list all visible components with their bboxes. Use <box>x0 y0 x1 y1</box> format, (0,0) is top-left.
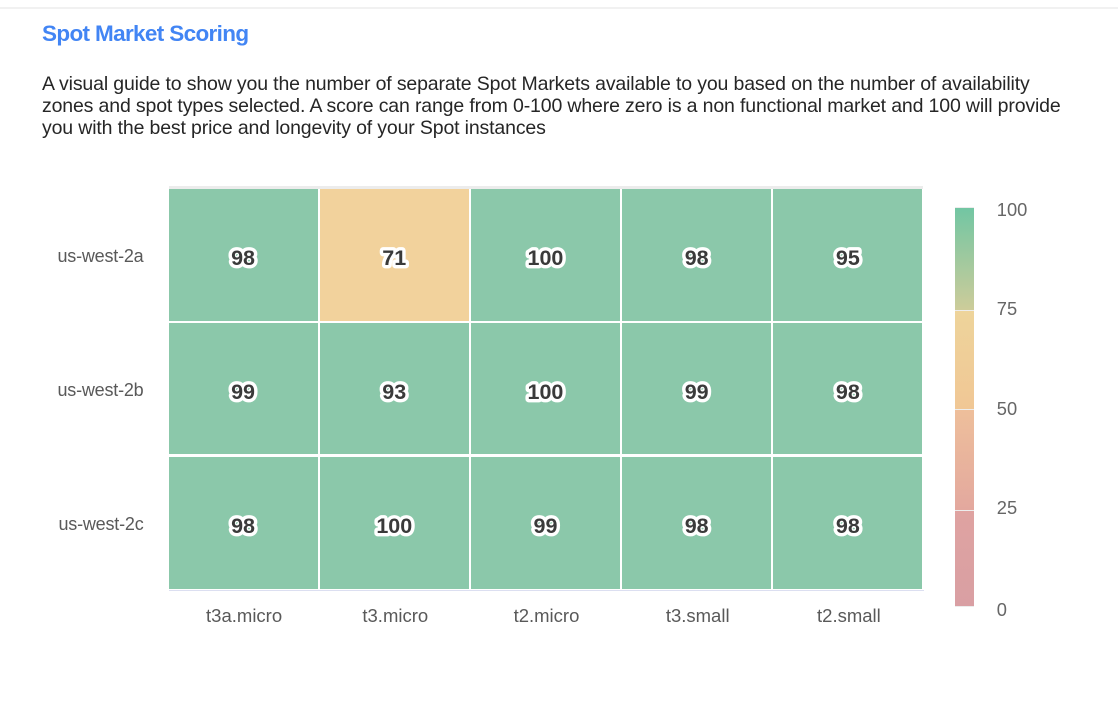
svg-text:100: 100 <box>528 246 564 270</box>
svg-text:98: 98 <box>685 246 709 270</box>
svg-text:98: 98 <box>231 514 255 538</box>
svg-text:98: 98 <box>836 514 860 538</box>
svg-text:99: 99 <box>533 514 557 538</box>
svg-text:98: 98 <box>836 380 860 404</box>
svg-text:93: 93 <box>382 380 406 404</box>
svg-text:99: 99 <box>685 380 709 404</box>
svg-text:100: 100 <box>528 380 564 404</box>
svg-text:98: 98 <box>231 246 255 270</box>
svg-text:71: 71 <box>382 246 406 270</box>
svg-text:95: 95 <box>836 246 860 270</box>
svg-text:100: 100 <box>376 514 412 538</box>
svg-text:98: 98 <box>685 514 709 538</box>
svg-text:99: 99 <box>231 380 255 404</box>
